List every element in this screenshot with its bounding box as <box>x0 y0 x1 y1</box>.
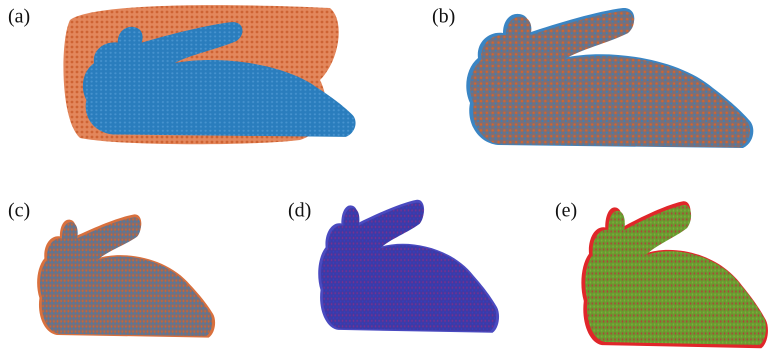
point-cloud-b <box>466 8 753 148</box>
figure: (a) (b) (c) (d) (e) <box>0 0 771 362</box>
page: {"panels": [{"label": "(a)"}, {"label": … <box>0 0 771 362</box>
registered-cloud <box>40 217 212 336</box>
registered-cloud <box>321 203 496 332</box>
panel-label: (d) <box>288 200 311 222</box>
panel-label: (b) <box>432 6 455 28</box>
panel-label: (c) <box>8 200 30 222</box>
panel-label: (a) <box>8 6 30 28</box>
point-cloud-e <box>581 201 768 348</box>
registered-cloud <box>470 11 750 148</box>
point-cloud-c <box>37 214 215 337</box>
point-cloud-d <box>318 200 499 333</box>
registered-cloud <box>585 205 766 345</box>
point-cloud-a <box>63 5 355 144</box>
panel-label: (e) <box>555 200 577 222</box>
